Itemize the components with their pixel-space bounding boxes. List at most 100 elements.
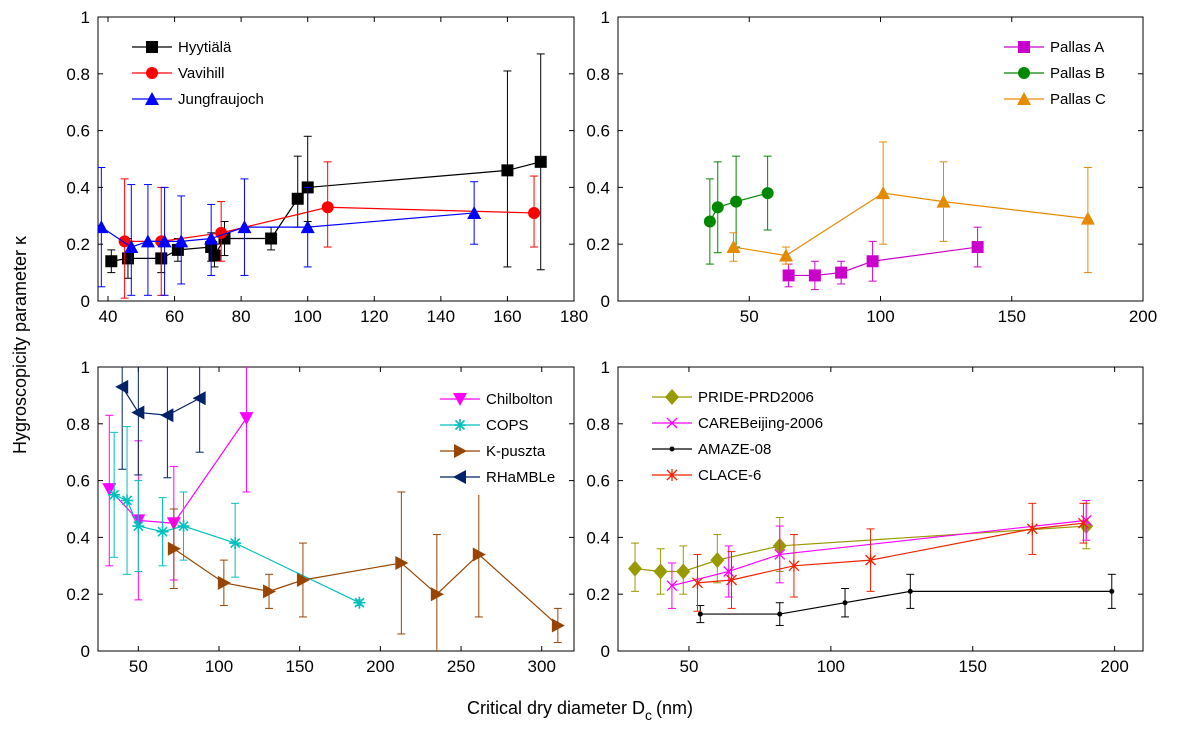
legend-label: Pallas C [1050, 91, 1106, 108]
data-point [1077, 517, 1089, 530]
data-point [936, 194, 951, 208]
y-tick-label: 0.4 [586, 528, 610, 547]
data-point [395, 555, 409, 570]
data-point [808, 269, 821, 282]
legend-marker [145, 92, 159, 105]
legend-label: K-puszta [486, 443, 546, 460]
data-point [666, 580, 678, 592]
series-line [697, 522, 1084, 584]
legend-marker [453, 470, 466, 484]
data-point [534, 155, 547, 168]
data-point [691, 576, 703, 589]
data-point [1109, 588, 1115, 594]
data-point [866, 255, 879, 268]
data-point [300, 220, 315, 234]
data-point [115, 379, 129, 394]
data-point [192, 391, 206, 406]
x-tick-label: 100 [866, 307, 894, 326]
x-tick-label: 150 [998, 307, 1026, 326]
data-point [865, 554, 877, 567]
data-point [204, 231, 219, 245]
legend-label: Hyytiälä [178, 39, 232, 56]
data-point [788, 559, 800, 572]
data-point [167, 541, 181, 556]
data-point [265, 232, 278, 245]
data-point [697, 611, 703, 617]
data-point [703, 215, 716, 228]
panel-top-left: 40 60 80 100 120 140 160 180 0 0.2 0.4 0.6 0.8 1 Hyyti… [66, 8, 588, 326]
data-point [296, 573, 310, 587]
data-point [98, 220, 109, 234]
legend-label: CLACE-6 [698, 467, 761, 484]
legend-label: Chilbolton [486, 391, 553, 408]
legend-marker [666, 469, 678, 481]
series-layer [628, 499, 1116, 626]
data-point [730, 195, 743, 208]
data-point [353, 596, 366, 609]
data-point [124, 240, 139, 254]
data-point [628, 560, 643, 577]
x-tick-label: 50 [740, 307, 759, 326]
legend-label: RHaMBLe [486, 469, 555, 486]
y-tick-label: 0.6 [586, 122, 610, 141]
panel-bottom-right: 50 100 150 200 0 0.2 0.4 0.6 0.8 1 PRIDE-PRD2006 CA… [586, 358, 1144, 676]
x-tick-label: 150 [959, 657, 987, 676]
data-point [779, 248, 793, 262]
y-tick-label: 1 [81, 8, 90, 27]
data-point [291, 192, 304, 205]
data-point [528, 206, 541, 219]
x-tick-label: 200 [1129, 307, 1157, 326]
y-tick-label: 0.4 [586, 178, 610, 197]
data-point [105, 255, 118, 268]
data-point [761, 187, 774, 200]
data-point [121, 252, 134, 265]
legend-marker [453, 393, 467, 406]
y-tick-label: 0.2 [586, 585, 610, 604]
x-tick-label: 80 [232, 307, 251, 326]
y-tick-label: 0 [601, 292, 610, 311]
x-axis-label-main: Critical dry diameter D [467, 698, 645, 718]
legend-label: AMAZE-08 [698, 441, 771, 458]
legend-marker [669, 446, 675, 452]
data-point [676, 563, 691, 580]
legend-label: CAREBeijing-2006 [698, 415, 823, 432]
data-point [467, 205, 482, 219]
data-point [907, 588, 913, 594]
x-tick-label: 140 [427, 307, 455, 326]
x-tick-label: 100 [205, 657, 233, 676]
y-tick-label: 1 [601, 8, 610, 27]
data-point [501, 164, 514, 177]
y-tick-label: 0.8 [66, 415, 90, 434]
x-tick-label: 180 [560, 307, 588, 326]
x-axis-label-unit: (nm) [656, 698, 693, 718]
legend-marker [1018, 67, 1030, 79]
x-tick-label: 250 [447, 657, 475, 676]
data-point [263, 584, 277, 599]
y-tick-label: 0.8 [66, 65, 90, 84]
series-line [671, 519, 1087, 587]
series-layer [703, 141, 1095, 291]
series-layer [98, 53, 547, 299]
data-point [321, 201, 334, 214]
y-tick-label: 0.6 [586, 472, 610, 491]
x-tick-label: 50 [129, 657, 148, 676]
legend-label: Jungfraujoch [178, 91, 264, 108]
legend-marker [454, 419, 466, 431]
x-tick-label: 200 [366, 657, 394, 676]
data-point [782, 269, 795, 282]
legend-label: Pallas A [1050, 39, 1104, 56]
data-point [160, 408, 174, 423]
series-line [173, 548, 559, 626]
data-point [174, 234, 189, 248]
x-tick-label: 40 [99, 307, 118, 326]
y-tick-label: 0.8 [586, 415, 610, 434]
legend: Hyytiälä Vavihill Jungfraujoch [120, 29, 285, 117]
x-tick-label: 100 [294, 307, 322, 326]
data-point [229, 537, 242, 550]
legend-marker [1018, 41, 1030, 53]
series-line [709, 192, 768, 222]
data-point [237, 220, 252, 234]
x-tick-label: 200 [1100, 657, 1128, 676]
